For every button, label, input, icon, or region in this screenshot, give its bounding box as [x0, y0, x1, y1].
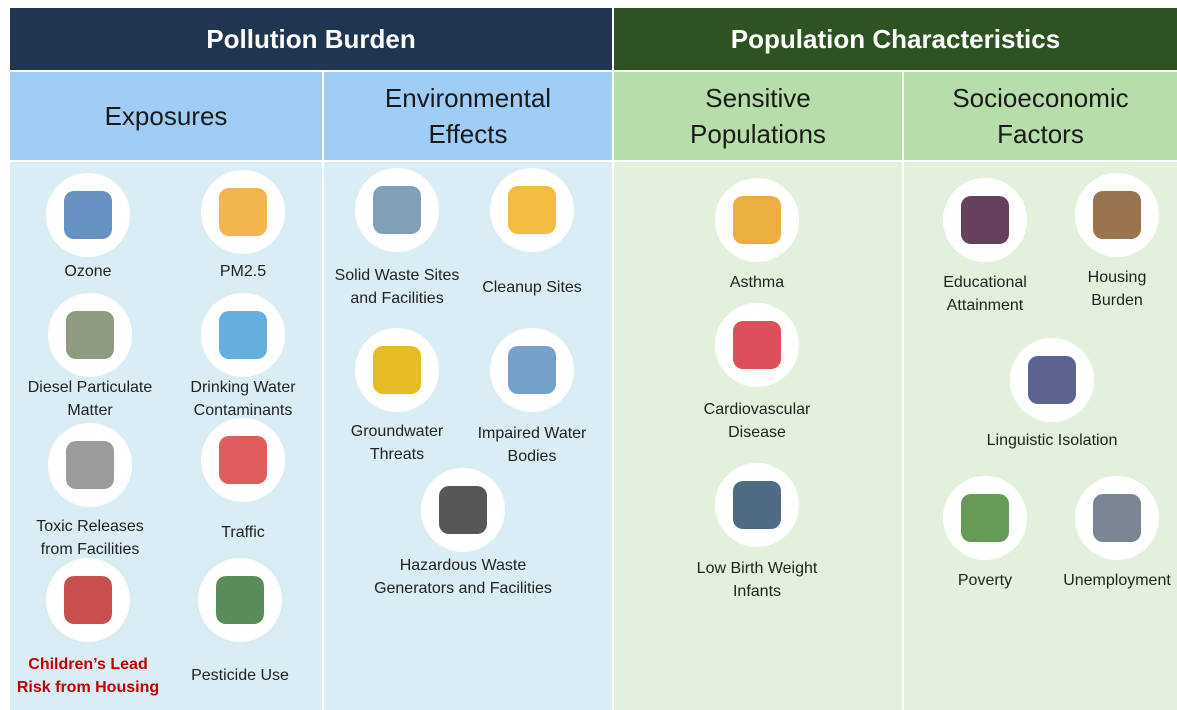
- label-line: Drinking Water: [143, 376, 343, 399]
- column-title: Sensitive: [705, 80, 811, 116]
- icon: [421, 468, 505, 552]
- label-line: Pesticide Use: [140, 664, 340, 687]
- icon-shape: [1093, 494, 1141, 542]
- icon: [943, 476, 1027, 560]
- icon-shape: [1028, 356, 1076, 404]
- column-title: Effects: [428, 116, 507, 152]
- item-label: Asthma: [657, 271, 857, 294]
- icon: [201, 418, 285, 502]
- label-line: Asthma: [657, 271, 857, 294]
- item-label: Traffic: [143, 521, 343, 544]
- column-title: Environmental: [385, 80, 551, 116]
- label-line: Cardiovascular: [657, 398, 857, 421]
- label-line: Hazardous Waste: [363, 554, 563, 577]
- icon: [355, 328, 439, 412]
- icon: [198, 558, 282, 642]
- icon-shape: [733, 481, 781, 529]
- label-line: Unemployment: [1017, 569, 1177, 592]
- icon: [201, 293, 285, 377]
- section-header: Pollution Burden: [10, 8, 612, 70]
- icon: [1075, 173, 1159, 257]
- column-header: Exposures: [10, 72, 322, 160]
- icon-shape: [64, 576, 112, 624]
- icon-shape: [961, 494, 1009, 542]
- label-line: Disease: [657, 421, 857, 444]
- item-label: Linguistic Isolation: [952, 429, 1152, 452]
- icon-shape: [64, 191, 112, 239]
- icon-shape: [66, 441, 114, 489]
- icon-shape: [508, 346, 556, 394]
- icon: [48, 293, 132, 377]
- icon-shape: [66, 311, 114, 359]
- column-title: Populations: [690, 116, 826, 152]
- icon: [715, 178, 799, 262]
- label-line: Cleanup Sites: [432, 276, 632, 299]
- icon-shape: [733, 321, 781, 369]
- icon-shape: [219, 436, 267, 484]
- icon: [201, 170, 285, 254]
- item-label: Cleanup Sites: [432, 276, 632, 299]
- label-line: Generators and Facilities: [363, 577, 563, 600]
- column-title: Factors: [997, 116, 1084, 152]
- icon-shape: [961, 196, 1009, 244]
- icon: [46, 173, 130, 257]
- icon-shape: [373, 186, 421, 234]
- header-text: Population Characteristics: [731, 24, 1060, 55]
- icon: [1010, 338, 1094, 422]
- icon-shape: [733, 196, 781, 244]
- label-line: Traffic: [143, 521, 343, 544]
- column-title: Exposures: [105, 98, 228, 134]
- label-line: Linguistic Isolation: [952, 429, 1152, 452]
- icon: [355, 168, 439, 252]
- icon-shape: [219, 188, 267, 236]
- header-text: Pollution Burden: [206, 24, 415, 55]
- item-label: Unemployment: [1017, 569, 1177, 592]
- item-label: Impaired WaterBodies: [432, 422, 632, 468]
- infographic: Pollution Burden Population Characterist…: [0, 0, 1177, 710]
- icon-shape: [219, 311, 267, 359]
- icon-shape: [216, 576, 264, 624]
- label-line: Low Birth Weight: [657, 557, 857, 580]
- icon-shape: [439, 486, 487, 534]
- label-line: Burden: [1017, 289, 1177, 312]
- icon-shape: [508, 186, 556, 234]
- label-line: Bodies: [432, 445, 632, 468]
- icon: [46, 558, 130, 642]
- column-title: Socioeconomic: [952, 80, 1128, 116]
- icon: [715, 303, 799, 387]
- icon: [490, 328, 574, 412]
- label-line: Housing: [1017, 266, 1177, 289]
- section-header: Population Characteristics: [614, 8, 1177, 70]
- icon: [48, 423, 132, 507]
- icon: [715, 463, 799, 547]
- item-label: Pesticide Use: [140, 664, 340, 687]
- label-line: Impaired Water: [432, 422, 632, 445]
- icon: [1075, 476, 1159, 560]
- label-line: Infants: [657, 580, 857, 603]
- icon-shape: [373, 346, 421, 394]
- icon: [943, 178, 1027, 262]
- icon: [490, 168, 574, 252]
- icon-shape: [1093, 191, 1141, 239]
